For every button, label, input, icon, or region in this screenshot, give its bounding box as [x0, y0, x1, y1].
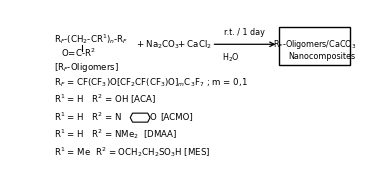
Text: O=C-R$^2$: O=C-R$^2$ — [61, 47, 96, 59]
Text: R$_F$ = CF(CF$_3$)O[CF$_2$CF(CF$_3$)O]$_m$C$_3$F$_7$ ; m = 0,1: R$_F$ = CF(CF$_3$)O[CF$_2$CF(CF$_3$)O]$_… — [54, 76, 248, 89]
Text: R$^1$ = H   R$^2$ = N: R$^1$ = H R$^2$ = N — [54, 111, 123, 123]
Bar — [279, 27, 350, 65]
Text: r.t. / 1 day: r.t. / 1 day — [224, 28, 265, 37]
Text: R$_F$-(CH$_2$-CR$^1$)$_n$-R$_F$: R$_F$-(CH$_2$-CR$^1$)$_n$-R$_F$ — [54, 32, 129, 46]
Text: O: O — [149, 113, 156, 122]
Text: R$^1$ = H   R$^2$ = NMe$_2$  [DMAA]: R$^1$ = H R$^2$ = NMe$_2$ [DMAA] — [54, 127, 178, 141]
Text: R$^1$ = H   R$^2$ = OH [ACA]: R$^1$ = H R$^2$ = OH [ACA] — [54, 93, 157, 106]
Text: R$^1$ = Me  R$^2$ = OCH$_2$CH$_2$SO$_3$H [MES]: R$^1$ = Me R$^2$ = OCH$_2$CH$_2$SO$_3$H … — [54, 145, 211, 159]
Text: + Na$_2$CO$_3$: + Na$_2$CO$_3$ — [136, 39, 180, 51]
Text: [R$_F$-Oligomers]: [R$_F$-Oligomers] — [54, 60, 119, 74]
Text: + CaCl$_2$: + CaCl$_2$ — [176, 39, 212, 51]
Text: Nanocomposites: Nanocomposites — [289, 52, 356, 61]
Polygon shape — [130, 113, 150, 122]
Text: R$_F$-Oligomers/CaCO$_3$: R$_F$-Oligomers/CaCO$_3$ — [273, 38, 356, 51]
Text: [ACMO]: [ACMO] — [160, 112, 192, 121]
Text: H$_2$O: H$_2$O — [222, 51, 240, 64]
